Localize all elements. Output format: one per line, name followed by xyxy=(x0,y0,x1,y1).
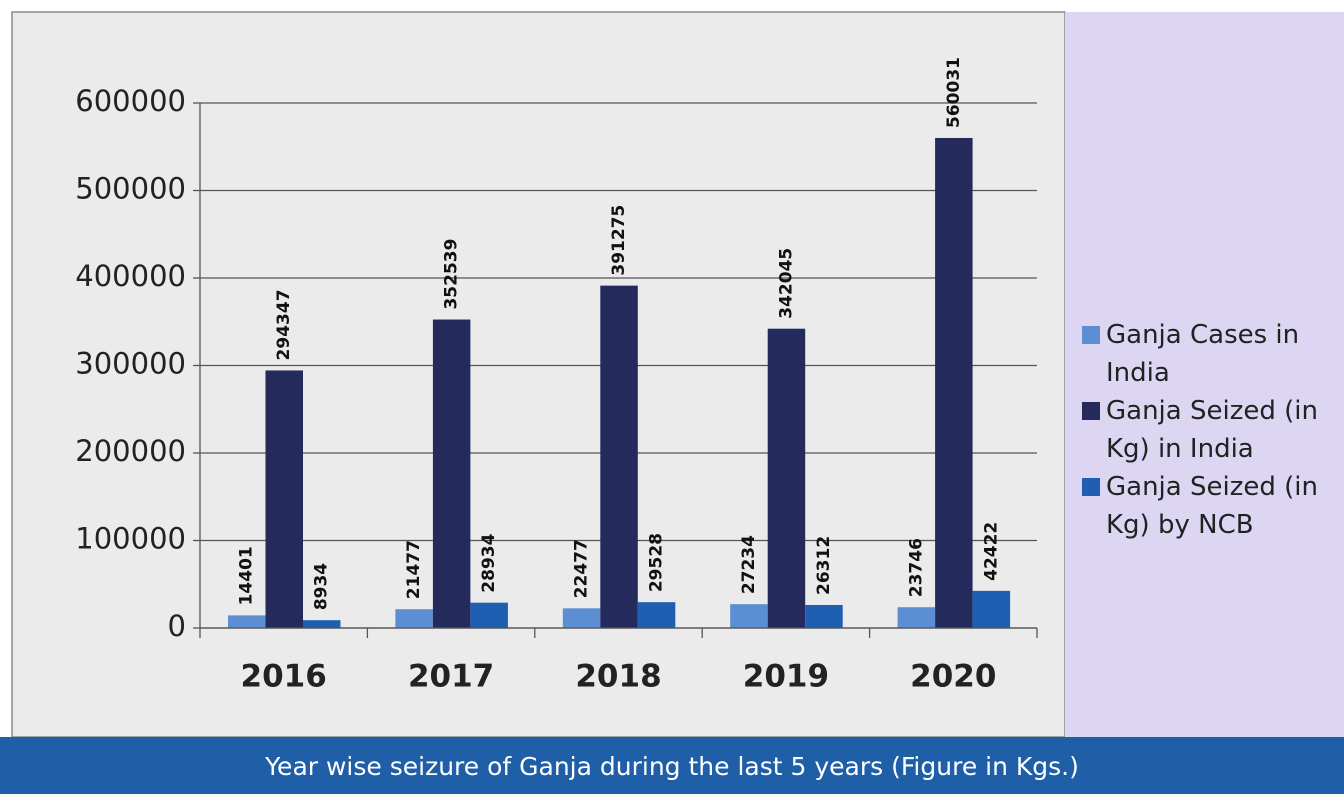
data-label: 21477 xyxy=(404,540,424,599)
legend: Ganja Cases in India Ganja Seized (in Kg)… xyxy=(1082,316,1332,544)
x-tick-label: 2020 xyxy=(910,659,996,695)
y-tick-label: 600000 xyxy=(75,84,186,118)
bar xyxy=(637,602,676,628)
x-tick-label: 2018 xyxy=(575,659,661,695)
bar xyxy=(303,620,341,628)
data-label: 560031 xyxy=(944,57,964,128)
bar xyxy=(767,328,806,628)
legend-label: Ganja Seized (in Kg) by NCB xyxy=(1106,472,1318,540)
data-label: 23746 xyxy=(906,538,926,597)
data-label: 8934 xyxy=(312,563,332,610)
legend-entry: Ganja Cases in India xyxy=(1082,316,1332,392)
data-label: 294347 xyxy=(274,289,294,360)
data-label: 27234 xyxy=(739,535,759,594)
y-tick-label: 100000 xyxy=(75,522,186,556)
bar xyxy=(972,590,1011,628)
legend-swatch xyxy=(1082,402,1100,420)
data-label: 391275 xyxy=(609,205,629,276)
x-tick-label: 2017 xyxy=(408,659,494,695)
y-tick-label: 0 xyxy=(168,609,186,643)
x-tick-label: 2016 xyxy=(241,659,327,695)
x-tick-label: 2019 xyxy=(743,659,829,695)
data-label: 14401 xyxy=(237,546,257,605)
bar xyxy=(265,370,303,628)
data-label: 26312 xyxy=(814,536,834,595)
data-label: 28934 xyxy=(479,533,499,592)
y-tick-label: 400000 xyxy=(75,259,186,293)
bar xyxy=(432,319,471,628)
chart-title: Year wise seizure of Ganja during the la… xyxy=(264,752,1079,781)
bar xyxy=(470,602,508,628)
y-tick-label: 200000 xyxy=(75,434,186,468)
data-label: 22477 xyxy=(572,539,592,598)
legend-swatch xyxy=(1082,326,1100,344)
legend-entry: Ganja Seized (in Kg) by NCB xyxy=(1082,468,1332,544)
bar xyxy=(897,607,936,628)
caption-banner xyxy=(0,737,1344,794)
legend-label: Ganja Cases in India xyxy=(1106,320,1300,388)
bar xyxy=(730,604,768,628)
legend-swatch xyxy=(1082,478,1100,496)
legend-background xyxy=(1065,12,1344,737)
y-tick-label: 500000 xyxy=(75,172,186,206)
plot-background xyxy=(11,11,1066,738)
bar xyxy=(935,137,973,628)
bar xyxy=(600,285,638,628)
data-label: 352539 xyxy=(442,239,462,310)
bar xyxy=(395,609,433,628)
data-label: 342045 xyxy=(776,248,796,319)
data-label: 42422 xyxy=(981,522,1001,581)
legend-label: Ganja Seized (in Kg) in India xyxy=(1106,396,1318,464)
y-tick-label: 300000 xyxy=(75,347,186,381)
data-label: 29528 xyxy=(647,533,667,592)
legend-entry: Ganja Seized (in Kg) in India xyxy=(1082,392,1332,468)
bar xyxy=(228,615,266,628)
bar xyxy=(562,608,601,628)
bar xyxy=(805,604,843,628)
